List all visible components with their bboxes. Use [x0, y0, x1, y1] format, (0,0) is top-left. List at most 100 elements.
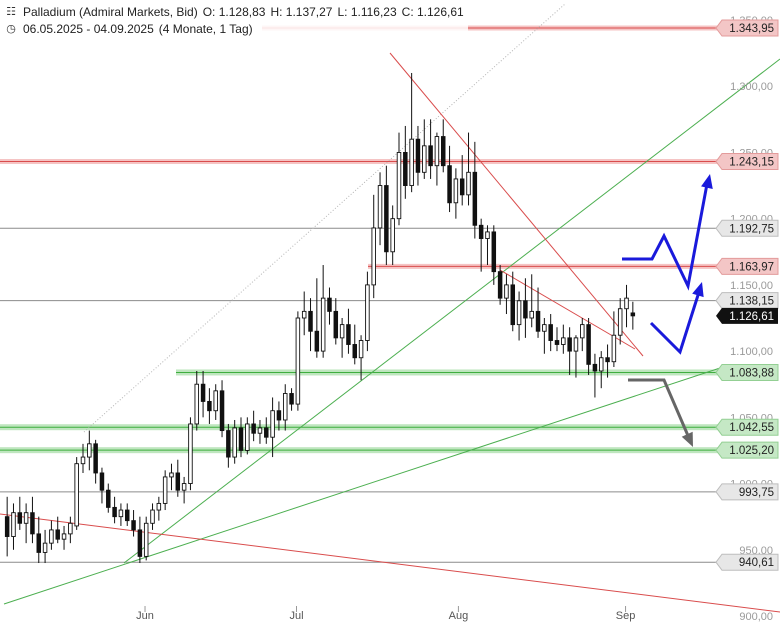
level-label-box [715, 292, 779, 310]
candle-body [137, 529, 143, 557]
projection-arrows [622, 174, 713, 447]
candle-body [301, 310, 307, 319]
candle-body [440, 136, 446, 167]
candle-body [573, 337, 579, 352]
candlestick-icon: ☷ [6, 6, 16, 18]
candle-body [390, 218, 395, 253]
candle-body [415, 138, 421, 173]
y-tick-label: 1.300,00 [730, 81, 773, 93]
candle-body [352, 344, 358, 359]
candle-body [605, 357, 610, 363]
candle-body [200, 383, 206, 402]
candle-body [611, 334, 617, 363]
candle-body [428, 145, 433, 167]
candle-body [339, 324, 345, 339]
level-label-box [715, 418, 779, 436]
level-zones [0, 25, 720, 563]
candle-body [61, 533, 67, 540]
candle-body [295, 317, 301, 405]
level-label-box [715, 257, 779, 275]
candle-body [213, 390, 218, 412]
x-tick-label: Aug [449, 610, 469, 622]
y-tick-label: 900,00 [739, 611, 773, 623]
candle-body [80, 456, 86, 465]
candle-body [358, 340, 364, 359]
candle-body [592, 363, 598, 372]
level-label-box [715, 219, 779, 237]
level-label-box [715, 153, 779, 171]
candle-body [99, 472, 105, 491]
level-label-text: 1.343,95 [729, 23, 774, 35]
instrument-title: Palladium (Admiral Markets, Bid) [23, 5, 198, 19]
candle-body [17, 512, 23, 524]
candle-body [548, 324, 553, 341]
red-trendline-long [0, 513, 780, 613]
candle-body [251, 423, 256, 434]
y-tick-label: 1.150,00 [730, 280, 773, 292]
level-label-text: 1.163,97 [729, 261, 774, 273]
candle-body [131, 520, 136, 531]
candle-body [346, 324, 351, 345]
candle-body [112, 506, 117, 518]
arrowhead-bearish [681, 431, 693, 447]
candle-body [320, 297, 326, 352]
dotted-trendline [83, 3, 566, 433]
level-label-box [715, 441, 779, 459]
candle-body [219, 390, 225, 432]
candle-body [23, 512, 29, 524]
candle-body [542, 324, 547, 332]
red-trendline-down [389, 52, 644, 357]
level-label-text: 1.138,15 [729, 296, 774, 308]
candle-body [143, 522, 149, 557]
candle-body [74, 463, 79, 527]
clock-icon: ◷ [6, 23, 16, 35]
x-tick-label: Jul [289, 610, 303, 622]
level-label-box [715, 19, 779, 37]
candle-body [535, 310, 541, 332]
candle-body [36, 533, 42, 553]
close-value: C: 1.126,61 [401, 5, 464, 19]
x-tick-label: Sep [616, 610, 636, 622]
level-label-box [715, 553, 779, 571]
level-label-text: 1.083,88 [729, 367, 774, 379]
candle-body [245, 423, 250, 451]
candle-body [93, 443, 98, 474]
x-axis: Jun Jul Aug Sep [136, 606, 635, 622]
candle-body [497, 271, 503, 299]
candle-body [510, 284, 516, 326]
candle-body [150, 509, 155, 524]
chart-header: ☷ Palladium (Admiral Markets, Bid) O: 1.… [4, 4, 468, 38]
candle-body [485, 231, 490, 239]
candle-body [365, 284, 370, 341]
candle-body [624, 297, 629, 310]
bullish-arrow-upper [622, 183, 709, 291]
green-trendline-steep [123, 58, 780, 564]
level-label-text: 993,75 [739, 487, 774, 499]
candle-body [384, 185, 389, 253]
level-label-text: 1.192,75 [729, 223, 774, 235]
candle-body [289, 393, 294, 405]
candle-body [630, 312, 636, 317]
candle-body [617, 308, 623, 336]
candle-body [586, 324, 591, 365]
candle-body [308, 310, 313, 332]
candle-body [567, 337, 572, 352]
current-price-text: 1.126,61 [729, 311, 774, 323]
candle-body [409, 138, 414, 187]
candle-body [396, 151, 402, 220]
candle-body [491, 231, 497, 273]
candle-body [238, 427, 244, 451]
x-tick-label: Jun [136, 610, 154, 622]
level-label-text: 1.042,55 [729, 422, 774, 434]
candle-body [226, 430, 231, 458]
candle-body [55, 529, 60, 540]
arrowhead-lower [692, 282, 704, 298]
candle-body [472, 171, 478, 226]
candle-body [194, 383, 200, 425]
bearish-arrow [628, 378, 691, 439]
candle-body [403, 151, 408, 187]
candle-body [181, 483, 187, 491]
candle-body [598, 357, 604, 372]
candle-body [466, 171, 471, 196]
